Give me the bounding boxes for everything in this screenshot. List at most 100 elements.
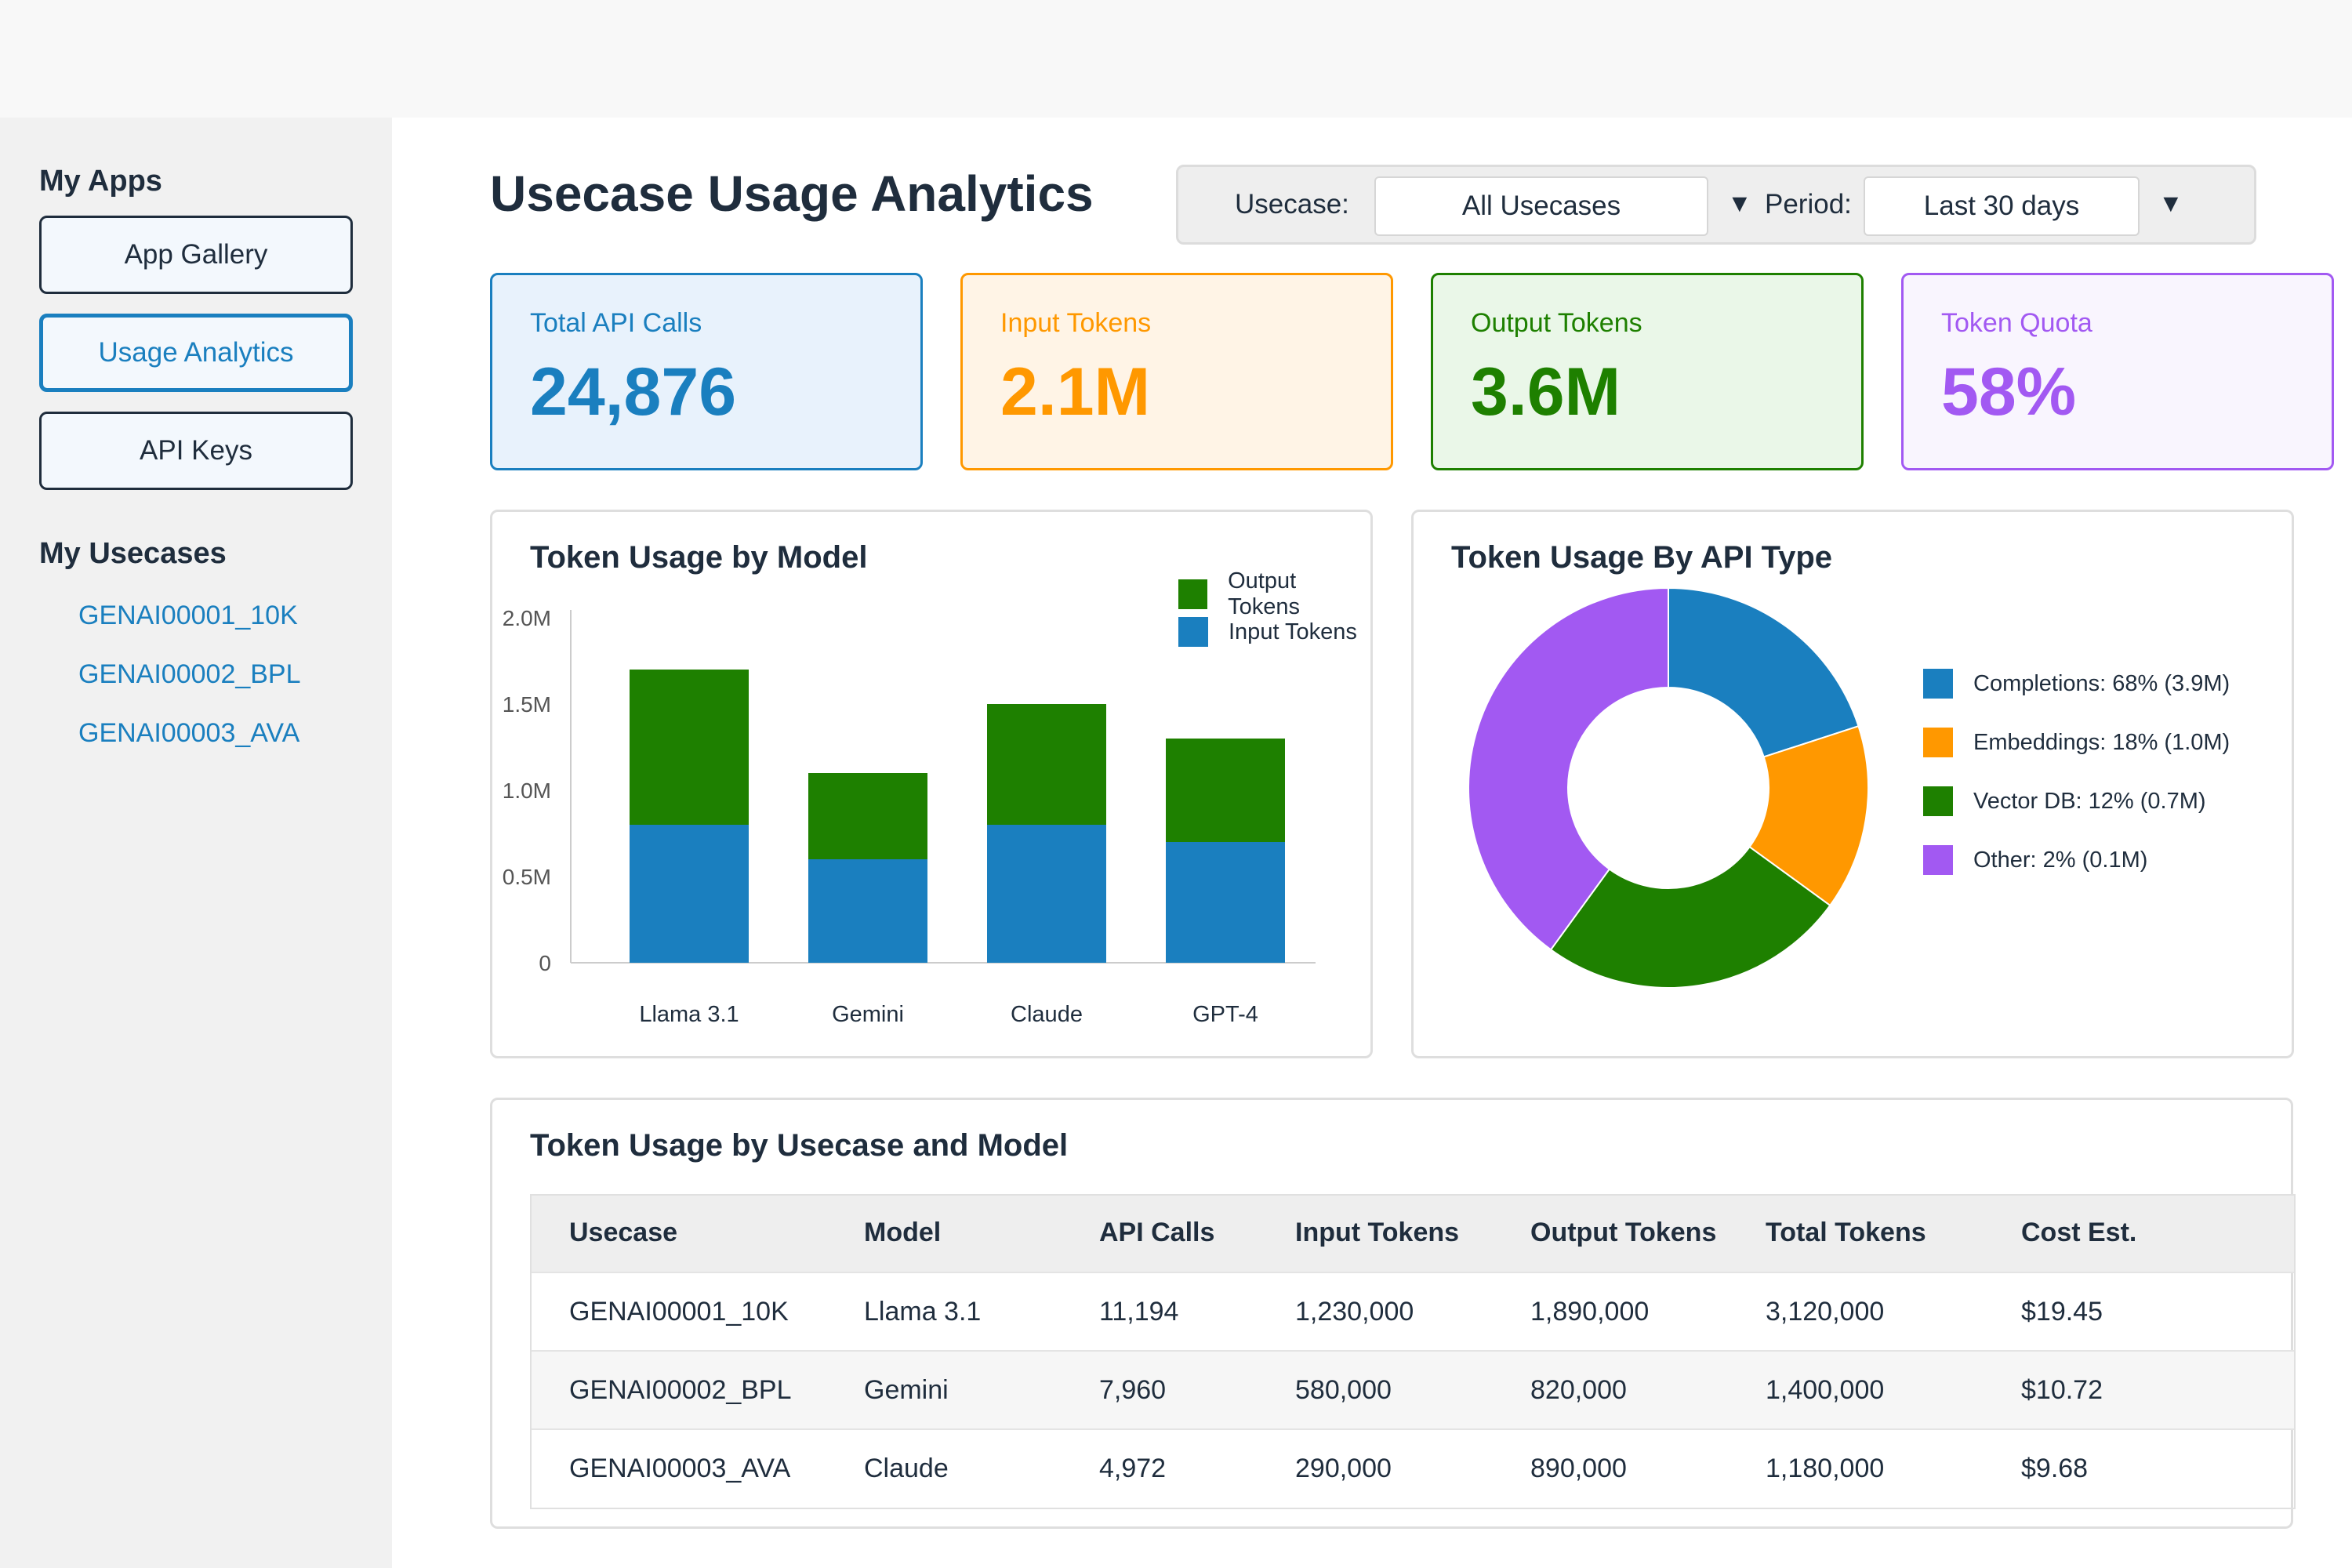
- table-cell: 290,000: [1256, 1428, 1491, 1508]
- usecase-link-genai00001[interactable]: GENAI00001_10K: [78, 601, 298, 630]
- bar-chart-panel: Token Usage by Model Output Tokens Input…: [490, 510, 1373, 1058]
- table-cell: 1,230,000: [1256, 1272, 1491, 1351]
- x-tick-label: Claude: [1011, 1002, 1083, 1027]
- legend-label: Embeddings: 18% (1.0M): [1973, 729, 2230, 755]
- my-usecases-heading: My Usecases: [39, 537, 227, 570]
- usecase-dropdown-arrow-icon[interactable]: ▼: [1727, 189, 1752, 217]
- usecase-link-genai00003[interactable]: GENAI00003_AVA: [78, 718, 300, 748]
- api-keys-button[interactable]: API Keys: [39, 412, 353, 490]
- legend-label: Vector DB: 12% (0.7M): [1973, 788, 2206, 814]
- sidebar: My Apps App Gallery Usage Analytics API …: [0, 118, 392, 1568]
- bar-segment: [1166, 842, 1285, 963]
- table-cell: Claude: [825, 1428, 1060, 1508]
- legend-swatch: [1923, 786, 1953, 816]
- table-cell: 580,000: [1256, 1350, 1491, 1429]
- column-header[interactable]: Model: [825, 1194, 1060, 1272]
- stat-label: Token Quota: [1941, 308, 2092, 338]
- stat-card-token-quota: Token Quota 58%: [1901, 273, 2334, 470]
- my-apps-heading: My Apps: [39, 165, 162, 198]
- usage-analytics-button[interactable]: Usage Analytics: [39, 314, 353, 392]
- x-tick-label: Llama 3.1: [639, 1002, 739, 1027]
- x-tick-label: Gemini: [832, 1002, 904, 1027]
- y-tick-label: 1.0M: [503, 779, 551, 803]
- table-cell: 7,960: [1060, 1350, 1256, 1429]
- usage-table: Usecase Model API Calls Input Tokens Out…: [530, 1194, 2296, 1508]
- bar-segment: [1166, 739, 1285, 842]
- column-header[interactable]: API Calls: [1060, 1194, 1256, 1272]
- page-title: Usecase Usage Analytics: [490, 165, 1094, 222]
- table-cell: GENAI00003_AVA: [530, 1428, 825, 1508]
- table-cell: GENAI00001_10K: [530, 1272, 825, 1351]
- legend-label: Other: 2% (0.1M): [1973, 847, 2148, 873]
- bar-legend-input: Input Tokens: [1178, 617, 1357, 647]
- table-cell: Gemini: [825, 1350, 1060, 1429]
- table-cell: 820,000: [1491, 1350, 1726, 1429]
- table-cell: 890,000: [1491, 1428, 1726, 1508]
- table-row[interactable]: GENAI00001_10K Llama 3.1 11,194 1,230,00…: [530, 1272, 2296, 1351]
- bar-segment: [987, 825, 1106, 963]
- donut-legend-item: Completions: 68% (3.9M): [1923, 669, 2230, 699]
- table-cell: GENAI00002_BPL: [530, 1350, 825, 1429]
- legend-swatch: [1923, 845, 1953, 875]
- column-header[interactable]: Input Tokens: [1256, 1194, 1491, 1272]
- table-cell: 11,194: [1060, 1272, 1256, 1351]
- stat-label: Total API Calls: [530, 308, 702, 338]
- stat-value: 2.1M: [1000, 354, 1151, 430]
- column-header[interactable]: Output Tokens: [1491, 1194, 1726, 1272]
- table-cell: $9.68: [1982, 1428, 2296, 1508]
- usecase-select[interactable]: All Usecases: [1374, 176, 1708, 236]
- donut-chart-title: Token Usage By API Type: [1451, 540, 1833, 575]
- column-header[interactable]: Usecase: [530, 1194, 825, 1272]
- top-bar: [0, 0, 2352, 118]
- donut-legend-item: Vector DB: 12% (0.7M): [1923, 786, 2206, 816]
- bar-segment: [987, 704, 1106, 825]
- period-filter-label: Period:: [1765, 189, 1852, 220]
- usecase-link-genai00002[interactable]: GENAI00002_BPL: [78, 659, 301, 689]
- usage-table-panel: Token Usage by Usecase and Model Usecase…: [490, 1098, 2296, 1529]
- bar-segment: [808, 773, 927, 859]
- table-row[interactable]: GENAI00002_BPL Gemini 7,960 580,000 820,…: [530, 1350, 2296, 1429]
- stat-value: 58%: [1941, 354, 2077, 430]
- stat-card-total-api-calls: Total API Calls 24,876: [490, 273, 923, 470]
- bar-segment: [630, 825, 749, 963]
- donut-chart-panel: Token Usage By API Type Completions: 68%…: [1411, 510, 2294, 1058]
- legend-label: Output Tokens: [1228, 568, 1300, 619]
- period-dropdown-arrow-icon[interactable]: ▼: [2158, 189, 2183, 217]
- donut-slice: [1748, 724, 1869, 907]
- table-cell: 1,890,000: [1491, 1272, 1726, 1351]
- donut-slice: [1549, 845, 1831, 989]
- legend-label: Completions: 68% (3.9M): [1973, 670, 2230, 696]
- stat-value: 3.6M: [1471, 354, 1621, 430]
- y-tick-label: 2.0M: [503, 606, 551, 630]
- stat-card-input-tokens: Input Tokens 2.1M: [960, 273, 1393, 470]
- table-cell: $10.72: [1982, 1350, 2296, 1429]
- period-select[interactable]: Last 30 days: [1864, 176, 2140, 236]
- stat-label: Input Tokens: [1000, 308, 1152, 338]
- table-title: Token Usage by Usecase and Model: [530, 1128, 1069, 1163]
- donut-slice: [1668, 586, 1860, 758]
- y-tick-label: 1.5M: [503, 692, 551, 717]
- table-cell: 4,972: [1060, 1428, 1256, 1508]
- y-tick-label: 0.5M: [503, 865, 551, 889]
- table-row[interactable]: GENAI00003_AVA Claude 4,972 290,000 890,…: [530, 1428, 2296, 1508]
- app-gallery-button[interactable]: App Gallery: [39, 216, 353, 294]
- stat-value: 24,876: [530, 354, 737, 430]
- bar-chart: 0 0.5M 1.0M 1.5M 2.0M Llama 3.1 Gemini Claude GP…: [503, 606, 1316, 1027]
- donut-legend-item: Embeddings: 18% (1.0M): [1923, 728, 2230, 757]
- table-cell: 1,400,000: [1726, 1350, 1982, 1429]
- bar-chart-title: Token Usage by Model: [530, 540, 868, 575]
- donut-legend-item: Other: 2% (0.1M): [1923, 845, 2147, 875]
- column-header[interactable]: Total Tokens: [1726, 1194, 1982, 1272]
- bar-segment: [630, 670, 749, 825]
- legend-swatch: [1923, 728, 1953, 757]
- legend-swatch: [1178, 579, 1208, 609]
- donut-slice: [1468, 586, 1669, 951]
- y-tick-label: 0: [539, 951, 551, 975]
- x-tick-label: GPT-4: [1192, 1002, 1258, 1027]
- table-cell: 3,120,000: [1726, 1272, 1982, 1351]
- table-header-row: Usecase Model API Calls Input Tokens Out…: [530, 1194, 2296, 1272]
- column-header[interactable]: Cost Est.: [1982, 1194, 2296, 1272]
- stat-label: Output Tokens: [1471, 308, 1642, 338]
- legend-label: Input Tokens: [1229, 619, 1357, 644]
- donut-chart: [1468, 586, 1869, 989]
